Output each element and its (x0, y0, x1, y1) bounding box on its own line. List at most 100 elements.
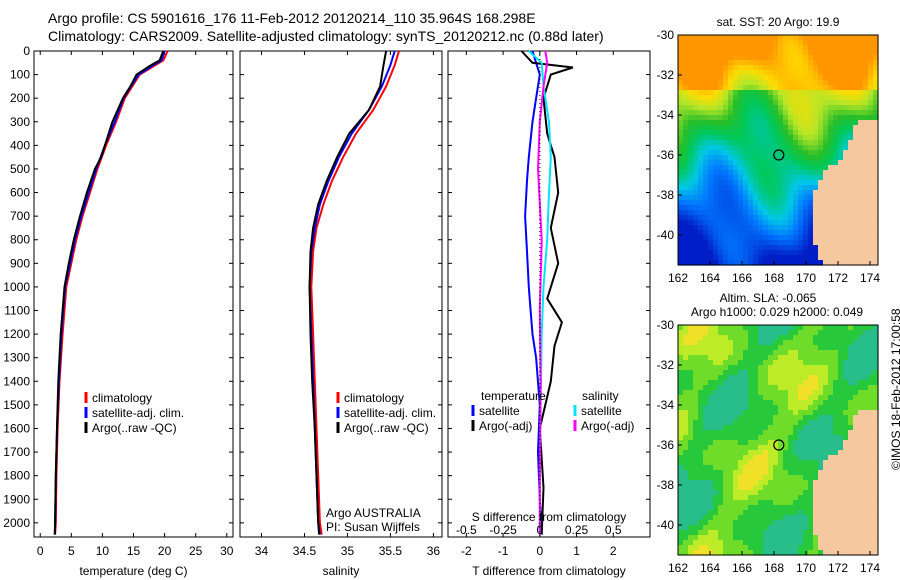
map-cell (788, 60, 794, 66)
map-cell (733, 80, 739, 86)
map-cell (728, 390, 734, 396)
map-cell (728, 425, 734, 431)
map-cell (728, 70, 734, 76)
map-cell (688, 40, 694, 46)
map-cell (823, 245, 829, 251)
map-cell (713, 535, 719, 541)
map-cell (873, 135, 879, 141)
map-cell (853, 140, 859, 146)
map-cell (813, 355, 819, 361)
map-cell (813, 120, 819, 126)
map-cell (718, 480, 724, 486)
map-cell (763, 440, 769, 446)
map-cell (838, 110, 844, 116)
map-cell (828, 545, 834, 551)
map-cell (738, 370, 744, 376)
map-cell (853, 240, 859, 246)
map-cell (688, 225, 694, 231)
x-tick-label: 34 (255, 544, 269, 558)
map-cell (818, 490, 824, 496)
map-cell (748, 135, 754, 141)
map-cell (753, 195, 759, 201)
map-cell (678, 510, 684, 516)
map-cell (698, 175, 704, 181)
map-cell (813, 545, 819, 551)
map-cell (763, 115, 769, 121)
map-cell (763, 455, 769, 461)
map-cell (768, 160, 774, 166)
map-cell (798, 130, 804, 136)
map-cell (773, 495, 779, 501)
map-cell (788, 165, 794, 171)
map-cell (828, 405, 834, 411)
map-cell (693, 435, 699, 441)
map-cell (698, 465, 704, 471)
map-cell (873, 210, 879, 216)
map-cell (708, 480, 714, 486)
map-cell (678, 130, 684, 136)
map-x-tick-label: 166 (732, 271, 752, 285)
map-cell (718, 490, 724, 496)
map-cell (868, 365, 874, 371)
map-cell (768, 490, 774, 496)
map-cell (773, 425, 779, 431)
map-cell (678, 485, 684, 491)
map-cell (758, 545, 764, 551)
map-cell (843, 80, 849, 86)
map-cell (793, 540, 799, 546)
sla-map: 162 164 166 168 170 172 174-30-32-34-36-38-40 (657, 318, 881, 575)
map-cell (758, 500, 764, 506)
map-cell (698, 60, 704, 66)
map-cell (683, 350, 689, 356)
map-cell (868, 530, 874, 536)
map-cell (863, 540, 869, 546)
map-cell (813, 240, 819, 246)
map-cell (828, 185, 834, 191)
map-cell (678, 495, 684, 501)
map-cell (828, 130, 834, 136)
map-cell (873, 535, 879, 541)
map-cell (748, 485, 754, 491)
map-cell (713, 340, 719, 346)
map-cell (868, 95, 874, 101)
map-cell (693, 75, 699, 81)
map-cell (743, 475, 749, 481)
map-cell (678, 165, 684, 171)
map-cell (768, 485, 774, 491)
map-cell (808, 70, 814, 76)
map-cell (768, 435, 774, 441)
map-cell (683, 485, 689, 491)
map-cell (853, 480, 859, 486)
map-cell (788, 545, 794, 551)
map-cell (768, 200, 774, 206)
map-cell (678, 380, 684, 386)
map-cell (763, 505, 769, 511)
map-cell (853, 400, 859, 406)
map-cell (793, 210, 799, 216)
map-cell (863, 95, 869, 101)
map-cell (723, 380, 729, 386)
map-cell (743, 145, 749, 151)
map-cell (728, 360, 734, 366)
map-cell (758, 90, 764, 96)
map-cell (693, 395, 699, 401)
map-cell (748, 430, 754, 436)
map-cell (763, 445, 769, 451)
map-cell (848, 185, 854, 191)
map-cell (763, 545, 769, 551)
map-cell (868, 525, 874, 531)
map-cell (818, 395, 824, 401)
map-cell (848, 70, 854, 76)
map-cell (788, 520, 794, 526)
map-cell (683, 410, 689, 416)
map-cell (773, 545, 779, 551)
map-cell (688, 430, 694, 436)
map-cell (848, 50, 854, 56)
map-cell (693, 215, 699, 221)
map-cell (693, 470, 699, 476)
map-cell (803, 235, 809, 241)
map-cell (798, 260, 804, 266)
map-cell (708, 65, 714, 71)
map-cell (753, 390, 759, 396)
